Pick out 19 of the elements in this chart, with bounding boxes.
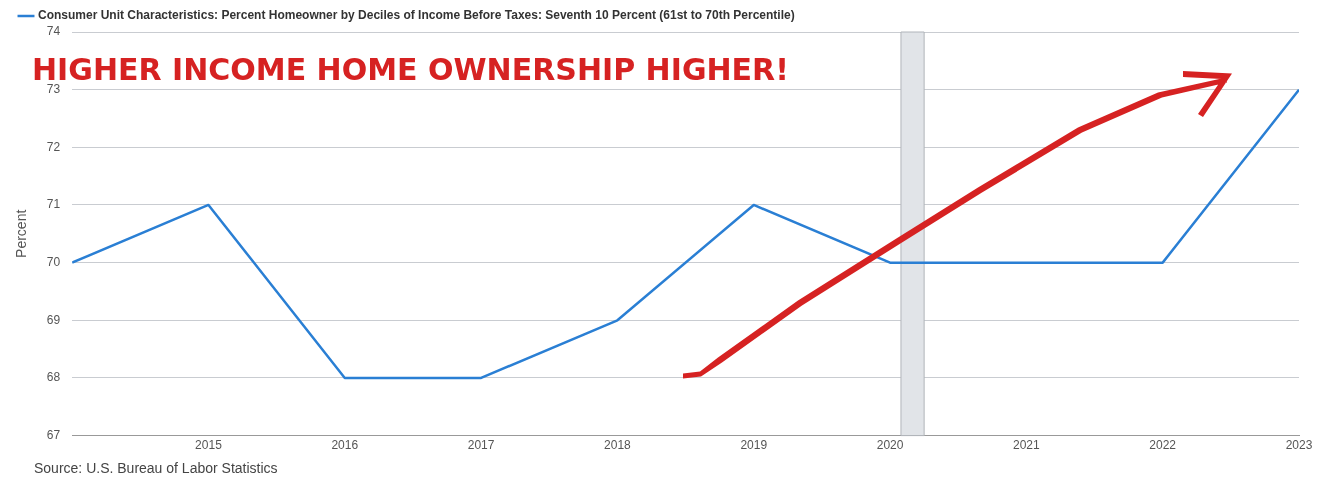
- x-tick-label: 2018: [604, 438, 632, 453]
- legend-label: Consumer Unit Characteristics: Percent Homeowner by Deciles of Income Before Taxes: Seventh 10 Percent (61st to 70th Percentile): [38, 8, 795, 23]
- y-tick-label: 69: [46, 312, 61, 327]
- x-tick-label: 2015: [195, 438, 223, 453]
- y-tick-label: 68: [46, 370, 61, 385]
- x-tick-label: 2019: [740, 438, 768, 453]
- y-axis-title: Percent: [13, 209, 30, 258]
- source-note: Source: U.S. Bureau of Labor Statistics: [34, 459, 278, 476]
- x-tick-label: 2016: [331, 438, 359, 453]
- x-tick-label: 2023: [1285, 438, 1313, 453]
- x-tick-label: 2021: [1013, 438, 1041, 453]
- y-tick-label: 67: [46, 427, 61, 442]
- y-tick-label: 70: [46, 254, 61, 269]
- y-tick-label: 74: [46, 24, 61, 39]
- y-tick-label: 72: [46, 139, 61, 154]
- y-tick-label: 71: [46, 197, 61, 212]
- x-tick-label: 2017: [467, 438, 495, 453]
- x-tick-label: 2022: [1149, 438, 1177, 453]
- x-tick-label: 2020: [876, 438, 904, 453]
